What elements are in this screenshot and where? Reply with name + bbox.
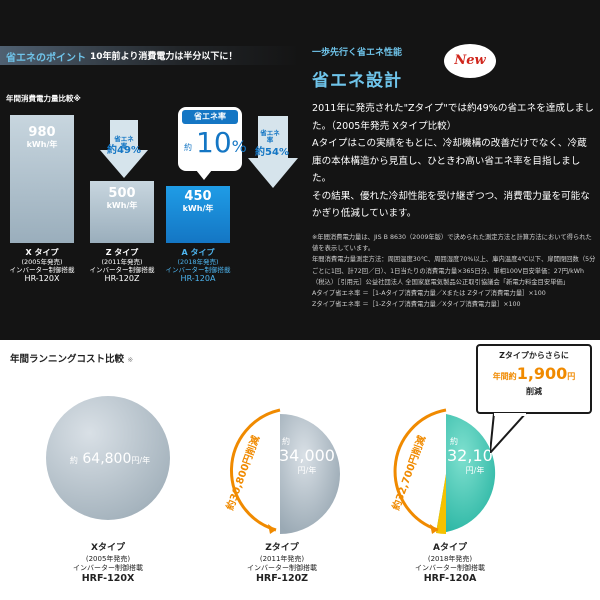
cost-a-value: 約 32,100 円/年 — [447, 437, 503, 475]
body-paragraph: Aタイプはこの実績をもとに、冷却機構の改善だけでなく、冷蔵庫の本体構造から見直し… — [312, 138, 587, 184]
cost-z-value: 約 34,000 円/年 — [279, 437, 335, 475]
bar-z-value: 500 kWh/年 — [106, 186, 138, 210]
footnote-line: Zタイプ省エネ率 ＝［1-Zタイプ消費電力量／Xタイプ消費電力量］×100 — [312, 301, 521, 309]
bar-x-label: X タイプ (2005年発売) インバーター制御搭載 HR-120X — [9, 248, 75, 284]
body-paragraph: その結果、優れた冷却性能を受け継ぎつつ、消費電力量を可能なかぎり低減しています。 — [312, 190, 590, 220]
body-paragraph: 2011年に発売された"Zタイプ"では約49%の省エネを達成しました。（2005… — [312, 103, 594, 132]
point-title: 省エネのポイント — [6, 53, 86, 64]
point-subtitle: 10年前より消費電力は半分以下に！ — [90, 52, 238, 62]
svg-text:約30,800円削減: 約30,800円削減 — [223, 434, 262, 512]
footnote-line: Aタイプ省エネ率 ＝［1-Aタイプ消費電力量／Xまたは Zタイプ消費電力量］×1… — [312, 290, 546, 298]
bar-z-type — [90, 181, 154, 243]
power-chart-title: 年間消費電力量比較※ — [6, 94, 81, 103]
cost-x-value: 約 64,800円/年 — [69, 451, 151, 467]
callout-line1: Zタイプからさらに — [499, 351, 569, 360]
cost-z-label: Zタイプ (2011年発売) インバーター制御搭載 HRF-120Z — [247, 543, 317, 584]
design-title: 省エネ設計 — [312, 71, 402, 91]
footnote: ※年間消費電力量は、JIS B 8630（2009年版）で決められた測定方法と計… — [312, 232, 596, 310]
design-kicker: 一歩先行く省エネ性能 — [312, 48, 403, 58]
bar-a-label: A タイプ (2018年発売) インバーター制御搭載 HR-120A — [165, 248, 231, 284]
callout-line3: 削減 — [526, 387, 542, 396]
point-header-band — [0, 46, 300, 65]
cost-circle-a — [386, 414, 506, 534]
cost-circle-z — [220, 414, 340, 534]
bubble-value: 10% — [196, 126, 247, 159]
design-body: 2011年に発売された"Zタイプ"では約49%の省エネを達成しました。（2005… — [312, 100, 594, 223]
cost-a-label: Aタイプ (2018年発売) インバーター制御搭載 HRF-120A — [415, 543, 485, 584]
cost-x-label: Xタイプ (2005年発売) インバーター制御搭載 HRF-120X — [73, 543, 143, 584]
extra-savings-callout — [476, 344, 592, 414]
cost-title: 年間ランニングコスト比較 ※ — [10, 354, 134, 365]
footnote-line: 年間消費電力量測定方法：周囲温度30℃、周囲湿度70%以上、庫内温度4℃以下、扉… — [312, 256, 596, 286]
bar-x-value: 980 kWh/年 — [26, 125, 58, 149]
arrow-right-value: 約54% — [255, 147, 289, 158]
bar-a-value: 450 kWh/年 — [182, 189, 214, 213]
bubble-approx: 約 — [184, 143, 192, 152]
arrow-right-label: 省エネ率 — [260, 129, 280, 144]
cost-circle-x — [46, 396, 170, 520]
footnote-line: ※年間消費電力量は、JIS B 8630（2009年版）で決められた測定方法と計… — [312, 234, 592, 253]
bubble-title: 省エネ率 — [182, 110, 238, 124]
callout-pointer — [490, 413, 528, 453]
savings-z-arc: 約30,800円削減 — [223, 408, 281, 534]
savings-a-arc: 約32,700円削減 — [389, 408, 447, 534]
bar-x-type — [10, 115, 74, 243]
arrow-down-icon — [100, 120, 148, 178]
arrow-z-value: 約49% — [107, 145, 141, 156]
callout-amount: 年間約1,900円 — [492, 364, 576, 383]
arrow-down-icon — [248, 116, 298, 188]
bubble-tail — [196, 170, 212, 180]
bar-a-type — [166, 186, 230, 243]
arrow-z-label: 省エネ率 — [114, 135, 134, 150]
bar-z-label: Z タイプ (2011年発売) インバーター制御搭載 HR-120Z — [89, 248, 155, 284]
new-badge: New — [444, 44, 496, 78]
